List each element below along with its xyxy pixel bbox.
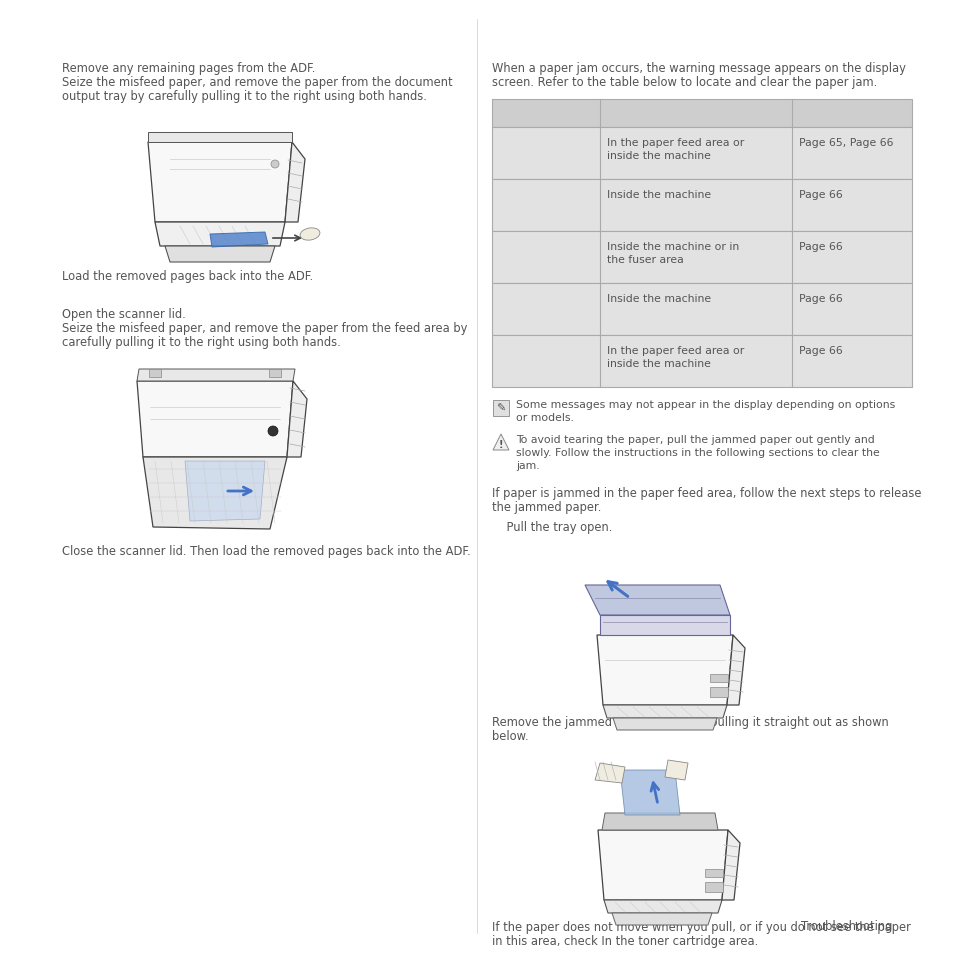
Polygon shape bbox=[602, 705, 726, 719]
Bar bbox=[149, 370, 161, 377]
Text: Inside the machine: Inside the machine bbox=[606, 294, 710, 304]
Polygon shape bbox=[185, 461, 265, 521]
Polygon shape bbox=[287, 381, 307, 457]
Polygon shape bbox=[143, 457, 287, 472]
Polygon shape bbox=[595, 763, 624, 783]
Polygon shape bbox=[601, 813, 718, 830]
Text: Some messages may not appear in the display depending on options: Some messages may not appear in the disp… bbox=[516, 399, 894, 410]
Polygon shape bbox=[612, 913, 711, 925]
Text: the fuser area: the fuser area bbox=[606, 254, 683, 265]
Text: screen. Refer to the table below to locate and clear the paper jam.: screen. Refer to the table below to loca… bbox=[492, 76, 877, 89]
Polygon shape bbox=[597, 636, 732, 705]
Text: Troubleshooting: Troubleshooting bbox=[800, 919, 891, 932]
Text: inside the machine: inside the machine bbox=[606, 151, 710, 161]
Text: inside the machine: inside the machine bbox=[606, 358, 710, 369]
Text: jam.: jam. bbox=[516, 460, 539, 471]
Polygon shape bbox=[154, 223, 285, 247]
Circle shape bbox=[268, 427, 277, 436]
Text: carefully pulling it to the right using both hands.: carefully pulling it to the right using … bbox=[62, 335, 340, 349]
Polygon shape bbox=[148, 132, 292, 143]
Bar bbox=[492, 284, 911, 335]
Text: Pull the tray open.: Pull the tray open. bbox=[492, 520, 612, 534]
Bar bbox=[493, 400, 509, 416]
Polygon shape bbox=[603, 900, 721, 913]
Text: Remove any remaining pages from the ADF.: Remove any remaining pages from the ADF. bbox=[62, 62, 315, 75]
Text: Inside the machine or in: Inside the machine or in bbox=[606, 242, 739, 252]
Polygon shape bbox=[165, 247, 274, 263]
Text: Open the scanner lid.: Open the scanner lid. bbox=[62, 308, 186, 320]
Polygon shape bbox=[148, 143, 292, 223]
Polygon shape bbox=[613, 719, 717, 730]
Text: Page 66: Page 66 bbox=[799, 242, 841, 252]
Polygon shape bbox=[599, 616, 729, 636]
Text: the jammed paper.: the jammed paper. bbox=[492, 500, 600, 514]
Polygon shape bbox=[137, 370, 294, 381]
Text: Close the scanner lid. Then load the removed pages back into the ADF.: Close the scanner lid. Then load the rem… bbox=[62, 544, 470, 558]
Bar bbox=[704, 882, 722, 892]
Bar bbox=[709, 687, 727, 698]
Bar bbox=[492, 335, 911, 388]
Polygon shape bbox=[210, 233, 268, 248]
Text: ✎: ✎ bbox=[496, 403, 505, 414]
Polygon shape bbox=[726, 636, 744, 705]
Text: Page 66: Page 66 bbox=[799, 190, 841, 200]
Polygon shape bbox=[721, 830, 740, 900]
Bar bbox=[492, 180, 911, 232]
Circle shape bbox=[271, 161, 278, 169]
Bar bbox=[704, 869, 722, 877]
Bar bbox=[492, 100, 911, 128]
Text: or models.: or models. bbox=[516, 413, 574, 422]
Text: Seize the misfeed paper, and remove the paper from the feed area by: Seize the misfeed paper, and remove the … bbox=[62, 322, 467, 335]
Text: !: ! bbox=[498, 439, 503, 450]
Ellipse shape bbox=[300, 229, 319, 241]
Bar bbox=[492, 232, 911, 284]
Polygon shape bbox=[619, 770, 679, 815]
Text: Remove the jammed paper by gently pulling it straight out as shown: Remove the jammed paper by gently pullin… bbox=[492, 716, 888, 728]
Text: In the paper feed area or: In the paper feed area or bbox=[606, 138, 743, 148]
Text: When a paper jam occurs, the warning message appears on the display: When a paper jam occurs, the warning mes… bbox=[492, 62, 905, 75]
Text: Load the removed pages back into the ADF.: Load the removed pages back into the ADF… bbox=[62, 270, 313, 283]
Bar bbox=[709, 675, 727, 682]
Text: slowly. Follow the instructions in the following sections to clear the: slowly. Follow the instructions in the f… bbox=[516, 448, 879, 457]
Polygon shape bbox=[137, 381, 293, 457]
Polygon shape bbox=[584, 585, 729, 616]
Text: output tray by carefully pulling it to the right using both hands.: output tray by carefully pulling it to t… bbox=[62, 90, 426, 103]
Text: If the paper does not move when you pull, or if you do not see the paper: If the paper does not move when you pull… bbox=[492, 920, 910, 933]
Bar bbox=[269, 370, 281, 377]
Text: To avoid tearing the paper, pull the jammed paper out gently and: To avoid tearing the paper, pull the jam… bbox=[516, 435, 874, 444]
Text: in this area, check In the toner cartridge area.: in this area, check In the toner cartrid… bbox=[492, 934, 758, 947]
Polygon shape bbox=[493, 435, 509, 451]
Text: Page 66: Page 66 bbox=[799, 346, 841, 355]
Text: Inside the machine: Inside the machine bbox=[606, 190, 710, 200]
Text: In the paper feed area or: In the paper feed area or bbox=[606, 346, 743, 355]
Polygon shape bbox=[664, 760, 687, 781]
Bar bbox=[492, 128, 911, 180]
Polygon shape bbox=[598, 830, 727, 900]
Text: Page 66: Page 66 bbox=[799, 294, 841, 304]
Text: If paper is jammed in the paper feed area, follow the next steps to release: If paper is jammed in the paper feed are… bbox=[492, 486, 921, 499]
Text: below.: below. bbox=[492, 729, 528, 742]
Text: Page 65, Page 66: Page 65, Page 66 bbox=[799, 138, 893, 148]
Text: Seize the misfeed paper, and remove the paper from the document: Seize the misfeed paper, and remove the … bbox=[62, 76, 452, 89]
Polygon shape bbox=[285, 143, 305, 223]
Polygon shape bbox=[143, 457, 287, 530]
